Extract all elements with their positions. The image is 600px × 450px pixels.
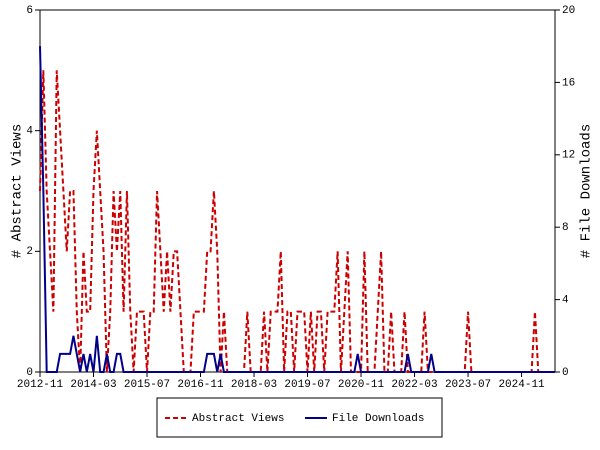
series-line: [39, 70, 555, 373]
y-tick-label: 0: [26, 367, 33, 379]
x-tick-label: 2012-11: [17, 379, 64, 391]
y2-axis-title: # File Downloads: [579, 124, 595, 258]
y2-tick-label: 4: [562, 295, 569, 307]
series-line: [39, 46, 555, 373]
x-tick-label: 2016-11: [177, 379, 224, 391]
legend-box: [156, 397, 443, 438]
x-tick-label: 2022-03: [391, 379, 437, 391]
y-tick-label: 4: [26, 126, 33, 138]
y2-tick-label: 12: [562, 150, 575, 162]
x-tick-label: 2018-03: [231, 379, 277, 391]
y-axis-title: # Abstract Views: [10, 124, 26, 258]
x-tick-label: 2019-07: [284, 379, 330, 391]
x-tick-label: 2015-07: [124, 379, 170, 391]
y-tick-label: 6: [26, 5, 33, 17]
y2-tick-label: 8: [562, 222, 569, 234]
x-tick-label: 2014-03: [70, 379, 116, 391]
legend-label: Abstract Views: [192, 413, 284, 425]
y2-tick-label: 0: [562, 367, 569, 379]
x-tick-label: 2020-11: [338, 379, 385, 391]
y2-tick-label: 16: [562, 77, 575, 89]
y2-tick-label: 20: [562, 5, 575, 17]
legend-label: File Downloads: [332, 413, 424, 425]
x-tick-label: 2024-11: [498, 379, 545, 391]
x-tick-label: 2023-07: [445, 379, 491, 391]
y-tick-label: 2: [26, 246, 33, 258]
